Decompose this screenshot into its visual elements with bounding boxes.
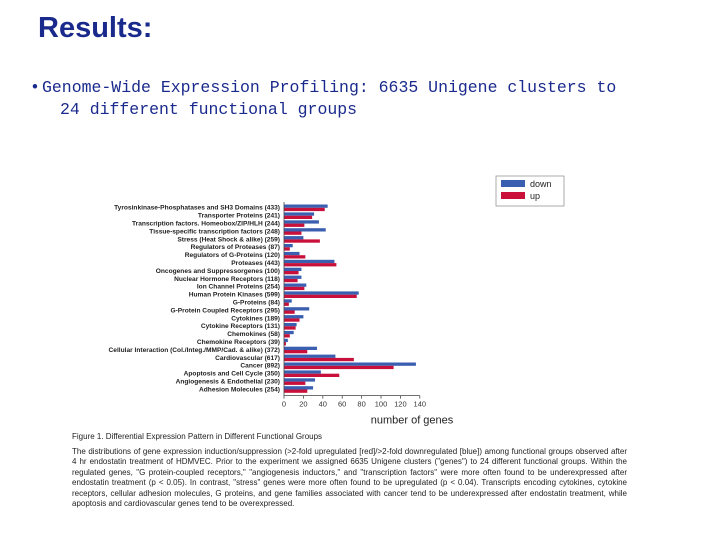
bar-down bbox=[284, 204, 328, 208]
category-label: Regulators of G-Proteins (120) bbox=[185, 252, 280, 259]
bar-chart: down up Tyrosinkinase-Phosphatases and SH… bbox=[109, 175, 565, 427]
category-label: Regulators of Proteases (87) bbox=[191, 244, 280, 251]
bars bbox=[284, 204, 416, 393]
bar-down bbox=[284, 370, 321, 374]
category-label: Nuclear Hormone Receptors (118) bbox=[174, 276, 280, 283]
category-label: Proteases (443) bbox=[231, 260, 280, 267]
bar-down bbox=[284, 236, 304, 240]
x-tick-label: 20 bbox=[299, 400, 307, 409]
bar-down bbox=[284, 323, 297, 327]
caption-title: Figure 1. Differential Expression Patter… bbox=[72, 432, 323, 441]
category-label: Transporter Proteins (241) bbox=[198, 213, 280, 220]
bar-up bbox=[284, 334, 290, 338]
legend-label-up: up bbox=[530, 191, 540, 201]
bar-down bbox=[284, 330, 294, 335]
category-label: Transcription factors. Homeobox/ZIP/HLH … bbox=[132, 220, 280, 227]
bar-down bbox=[284, 244, 293, 248]
x-tick-label: 100 bbox=[375, 400, 388, 409]
bar-up bbox=[284, 389, 308, 393]
x-tick-label: 40 bbox=[319, 400, 327, 409]
bar-up bbox=[284, 223, 305, 227]
bar-down bbox=[284, 299, 292, 303]
bar-up bbox=[284, 350, 308, 354]
bar-down bbox=[284, 267, 302, 271]
bar-up bbox=[284, 278, 298, 283]
bar-down bbox=[284, 291, 359, 295]
bar-down bbox=[284, 338, 288, 343]
bar-up bbox=[284, 302, 289, 306]
category-label: Cellular Interaction (Col./Integ./MMP/Ca… bbox=[109, 347, 280, 354]
bar-up bbox=[284, 255, 306, 259]
bar-down bbox=[284, 212, 315, 216]
bar-up bbox=[284, 381, 306, 385]
category-label: Tyrosinkinase-Phosphatases and SH3 Domai… bbox=[114, 205, 280, 212]
bar-up bbox=[284, 286, 305, 291]
bar-up bbox=[284, 365, 394, 370]
bar-down bbox=[284, 228, 326, 232]
category-label: Cytokine Receptors (131) bbox=[201, 323, 280, 330]
bar-down bbox=[284, 220, 319, 224]
category-label: G-Proteins (84) bbox=[233, 299, 280, 306]
bar-up bbox=[284, 294, 357, 298]
bar-down bbox=[284, 386, 314, 390]
category-label: Adhesion Molecules (254) bbox=[199, 386, 280, 393]
category-label: Ion Channel Proteins (254) bbox=[197, 284, 280, 291]
bar-down bbox=[284, 307, 310, 311]
legend-swatch-down bbox=[501, 180, 525, 187]
bar-up bbox=[284, 342, 286, 346]
bar-up bbox=[284, 357, 354, 362]
category-label: Tissue-specific transcription factors (2… bbox=[149, 228, 280, 235]
bullet-text-line2: 24 different functional groups bbox=[60, 100, 358, 119]
bar-down bbox=[284, 283, 307, 287]
x-tick-label: 140 bbox=[414, 400, 427, 409]
x-tick-label: 60 bbox=[338, 400, 346, 409]
legend-label-down: down bbox=[530, 179, 552, 189]
category-label: Stress (Heat Shock & alike) (259) bbox=[177, 236, 280, 243]
bullet-text-line1: Genome-Wide Expression Profiling: 6635 U… bbox=[42, 78, 617, 97]
category-labels: Tyrosinkinase-Phosphatases and SH3 Domai… bbox=[109, 205, 280, 394]
bar-up bbox=[284, 318, 300, 322]
bar-up bbox=[284, 263, 337, 267]
category-label: Oncogenes and Suppressorgenes (100) bbox=[156, 268, 280, 275]
bar-down bbox=[284, 362, 416, 366]
bar-up bbox=[284, 215, 313, 219]
category-label: Chemokine Receptors (39) bbox=[197, 339, 280, 346]
bar-up bbox=[284, 271, 299, 275]
bar-down bbox=[284, 354, 336, 358]
x-tick-label: 80 bbox=[357, 400, 365, 409]
x-tick-label: 0 bbox=[282, 400, 286, 409]
bar-up bbox=[284, 231, 302, 235]
bar-down bbox=[284, 251, 300, 256]
chart-legend: down up bbox=[495, 175, 565, 207]
bar-down bbox=[284, 259, 335, 264]
bar-up bbox=[284, 239, 320, 243]
category-label: Chemokines (58) bbox=[227, 331, 280, 338]
category-label: Human Protein Kinases (599) bbox=[189, 292, 280, 299]
category-label: Apoptosis and Cell Cycle (350) bbox=[184, 371, 280, 378]
figure-caption: Figure 1. Differential Expression Patter… bbox=[72, 432, 627, 510]
bar-up bbox=[284, 373, 340, 377]
category-label: Angiogenesis & Endothelial (230) bbox=[176, 378, 280, 385]
bar-up bbox=[284, 310, 295, 314]
bullet-symbol: • bbox=[30, 78, 40, 97]
category-label: G-Protein Coupled Receptors (295) bbox=[170, 307, 280, 314]
bar-down bbox=[284, 315, 304, 319]
bar-down bbox=[284, 275, 302, 279]
category-label: Cardiovascular (617) bbox=[215, 355, 280, 362]
legend-swatch-up bbox=[501, 192, 525, 199]
caption-body: The distributions of gene expression ind… bbox=[72, 446, 627, 509]
category-label: Cancer (892) bbox=[240, 363, 280, 370]
slide-title: Results: bbox=[38, 12, 153, 44]
category-label: Cytokines (189) bbox=[231, 315, 280, 322]
bar-down bbox=[284, 378, 316, 382]
bar-up bbox=[284, 247, 290, 251]
x-tick-label: 120 bbox=[394, 400, 407, 409]
bar-up bbox=[284, 326, 296, 330]
bar-down bbox=[284, 346, 317, 350]
x-axis-title: number of genes bbox=[371, 415, 454, 427]
x-axis: 0 20 40 60 80 100 120 140 number of genes bbox=[282, 202, 454, 427]
bar-up bbox=[284, 207, 325, 212]
